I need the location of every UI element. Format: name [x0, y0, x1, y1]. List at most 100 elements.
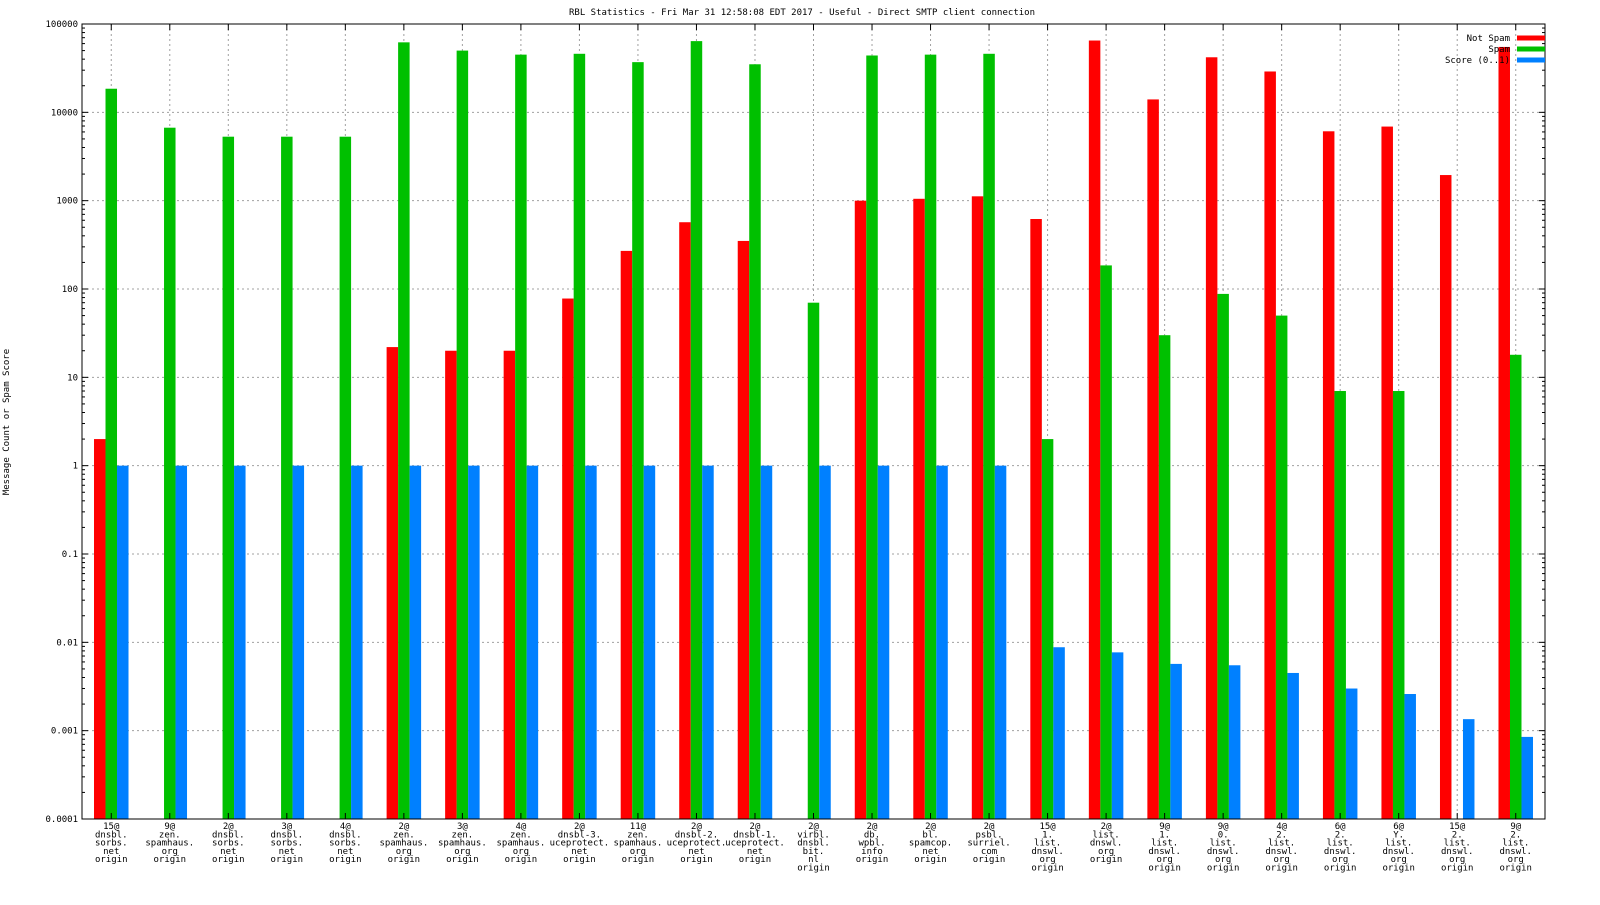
x-tick-label-line: org — [1274, 855, 1290, 865]
x-tick-label-line: 15@ — [103, 822, 120, 832]
bar-not-spam — [737, 240, 750, 819]
x-tick-label-line: dnswl. — [1499, 847, 1532, 857]
bar-not-spam — [1439, 175, 1452, 819]
x-tick-label-line: net — [747, 847, 763, 857]
x-tick-label-line: zen. — [159, 830, 181, 840]
x-tick-label-line: org — [1508, 855, 1524, 865]
x-tick-label-line: zen. — [452, 830, 474, 840]
x-tick-label-line: origin — [1324, 864, 1357, 874]
x-tick-label-line: db. — [864, 830, 880, 840]
bar-score-0-1 — [526, 465, 539, 819]
legend-swatch — [1517, 46, 1545, 52]
legend-label: Score (0..1) — [1445, 56, 1510, 66]
x-tick-label-line: 2@ — [691, 822, 702, 832]
x-tick-label-line: 2@ — [984, 822, 995, 832]
x-tick-label-line: net — [103, 847, 119, 857]
x-tick-label-line: org — [396, 847, 412, 857]
x-tick-label-line: origin — [212, 855, 245, 865]
bar-not-spam — [913, 198, 925, 820]
x-tick-label: 15@ dnsbl. sorbs. net origin — [95, 822, 128, 865]
bar-spam — [281, 136, 293, 819]
x-tick-label-line: org — [162, 847, 178, 857]
x-tick-label-line: dnswl. — [1090, 839, 1123, 849]
x-tick-label-line: org — [1215, 855, 1231, 865]
bar-spam — [398, 42, 410, 819]
x-tick-label-line: dnsbl. — [329, 830, 362, 840]
x-tick-label-line: list. — [1268, 839, 1295, 849]
bar-score-0-1 — [877, 465, 890, 819]
x-tick-label-line: list. — [1034, 839, 1061, 849]
x-tick-label-line: origin — [680, 855, 713, 865]
x-tick-label: 4@ 2. list. dnswl. org origin — [1265, 822, 1298, 874]
x-tick-label-line: net — [337, 847, 353, 857]
x-tick-label-line: 2@ — [750, 822, 761, 832]
bar-not-spam — [679, 222, 691, 819]
x-tick-label-line: dnswl. — [1207, 847, 1240, 857]
x-tick-label-line: origin — [1090, 855, 1123, 865]
x-tick-label: 9@ 0. list. dnswl. org origin — [1207, 822, 1240, 874]
x-tick-label-line: 6@ — [1393, 822, 1404, 832]
x-tick-label-line: list. — [1327, 839, 1354, 849]
x-tick-label-line: zen. — [510, 830, 532, 840]
x-tick-label-line: list. — [1385, 839, 1412, 849]
x-tick-label-line: psbl. — [976, 830, 1003, 840]
x-tick-label-line: 2@ — [808, 822, 819, 832]
x-tick-label-line: origin — [329, 855, 362, 865]
bar-score-0-1 — [1404, 694, 1416, 819]
y-tick-label: 0.0001 — [45, 815, 78, 825]
bars-layer — [94, 40, 1533, 820]
axis-layer — [81, 23, 1546, 820]
bar-score-0-1 — [468, 465, 480, 819]
x-tick-label-line: origin — [914, 855, 947, 865]
x-tick-label-line: origin — [563, 855, 596, 865]
bar-spam — [339, 136, 352, 819]
x-tick-label-line: dnsbl. — [95, 830, 128, 840]
x-tick-label-line: 2@ — [867, 822, 878, 832]
x-tick-label-line: org — [1332, 855, 1348, 865]
bar-spam — [632, 62, 644, 819]
x-tick-label-line: origin — [622, 855, 655, 865]
x-tick-label-line: zen. — [627, 830, 649, 840]
bar-not-spam — [1030, 219, 1042, 820]
bar-not-spam — [1322, 131, 1335, 819]
x-tick-label-line: 3@ — [281, 822, 292, 832]
x-tick-label-line: list. — [1502, 839, 1529, 849]
x-tick-label-line: 2. — [1276, 830, 1287, 840]
x-tick-label-line: uceprotect. — [667, 839, 727, 849]
x-tick-label-line: origin — [973, 855, 1006, 865]
bar-score-0-1 — [1462, 719, 1475, 819]
bar-not-spam — [620, 250, 633, 820]
y-tick-label: 0.01 — [56, 638, 78, 648]
x-tick-label-line: dnswl. — [1382, 847, 1415, 857]
x-tick-label-line: dnswl. — [1265, 847, 1298, 857]
x-tick-label-line: dnsbl-1. — [733, 830, 776, 840]
x-tick-label-line: dnswl. — [1148, 847, 1181, 857]
bar-not-spam — [503, 350, 516, 819]
x-tick-label-line: net — [688, 847, 704, 857]
x-tick-label-line: dnsbl. — [271, 830, 304, 840]
y-tick-label: 10000 — [51, 108, 78, 118]
bar-spam — [1275, 315, 1288, 819]
x-tick-label-line: 2@ — [398, 822, 409, 832]
x-tick-label-line: dnsbl. — [797, 839, 830, 849]
x-tick-label-line: list. — [1151, 839, 1178, 849]
x-tick-label-line: nl — [808, 855, 819, 865]
y-tick-label: 1000 — [56, 197, 78, 207]
bar-score-0-1 — [585, 465, 597, 819]
x-tick-label: 2@ bl. spamcop. net origin — [909, 822, 952, 865]
x-tick-label: 15@ 1. list. dnswl. org origin — [1031, 822, 1064, 874]
x-tick-label-line: sorbs. — [271, 839, 304, 849]
x-tick-label-line: dnsbl. — [212, 830, 245, 840]
bar-not-spam — [1205, 57, 1218, 819]
x-tick-label: 6@ Y. list. dnswl. org origin — [1382, 822, 1415, 874]
bar-score-0-1 — [936, 465, 948, 819]
x-tick-label-line: 2. — [1510, 830, 1521, 840]
bar-spam — [983, 53, 995, 819]
bar-not-spam — [94, 439, 106, 819]
x-tick-label-line: spamhaus. — [379, 839, 428, 849]
bar-spam — [222, 136, 235, 819]
bar-score-0-1 — [409, 465, 422, 819]
x-tick-label-line: origin — [1265, 864, 1298, 874]
